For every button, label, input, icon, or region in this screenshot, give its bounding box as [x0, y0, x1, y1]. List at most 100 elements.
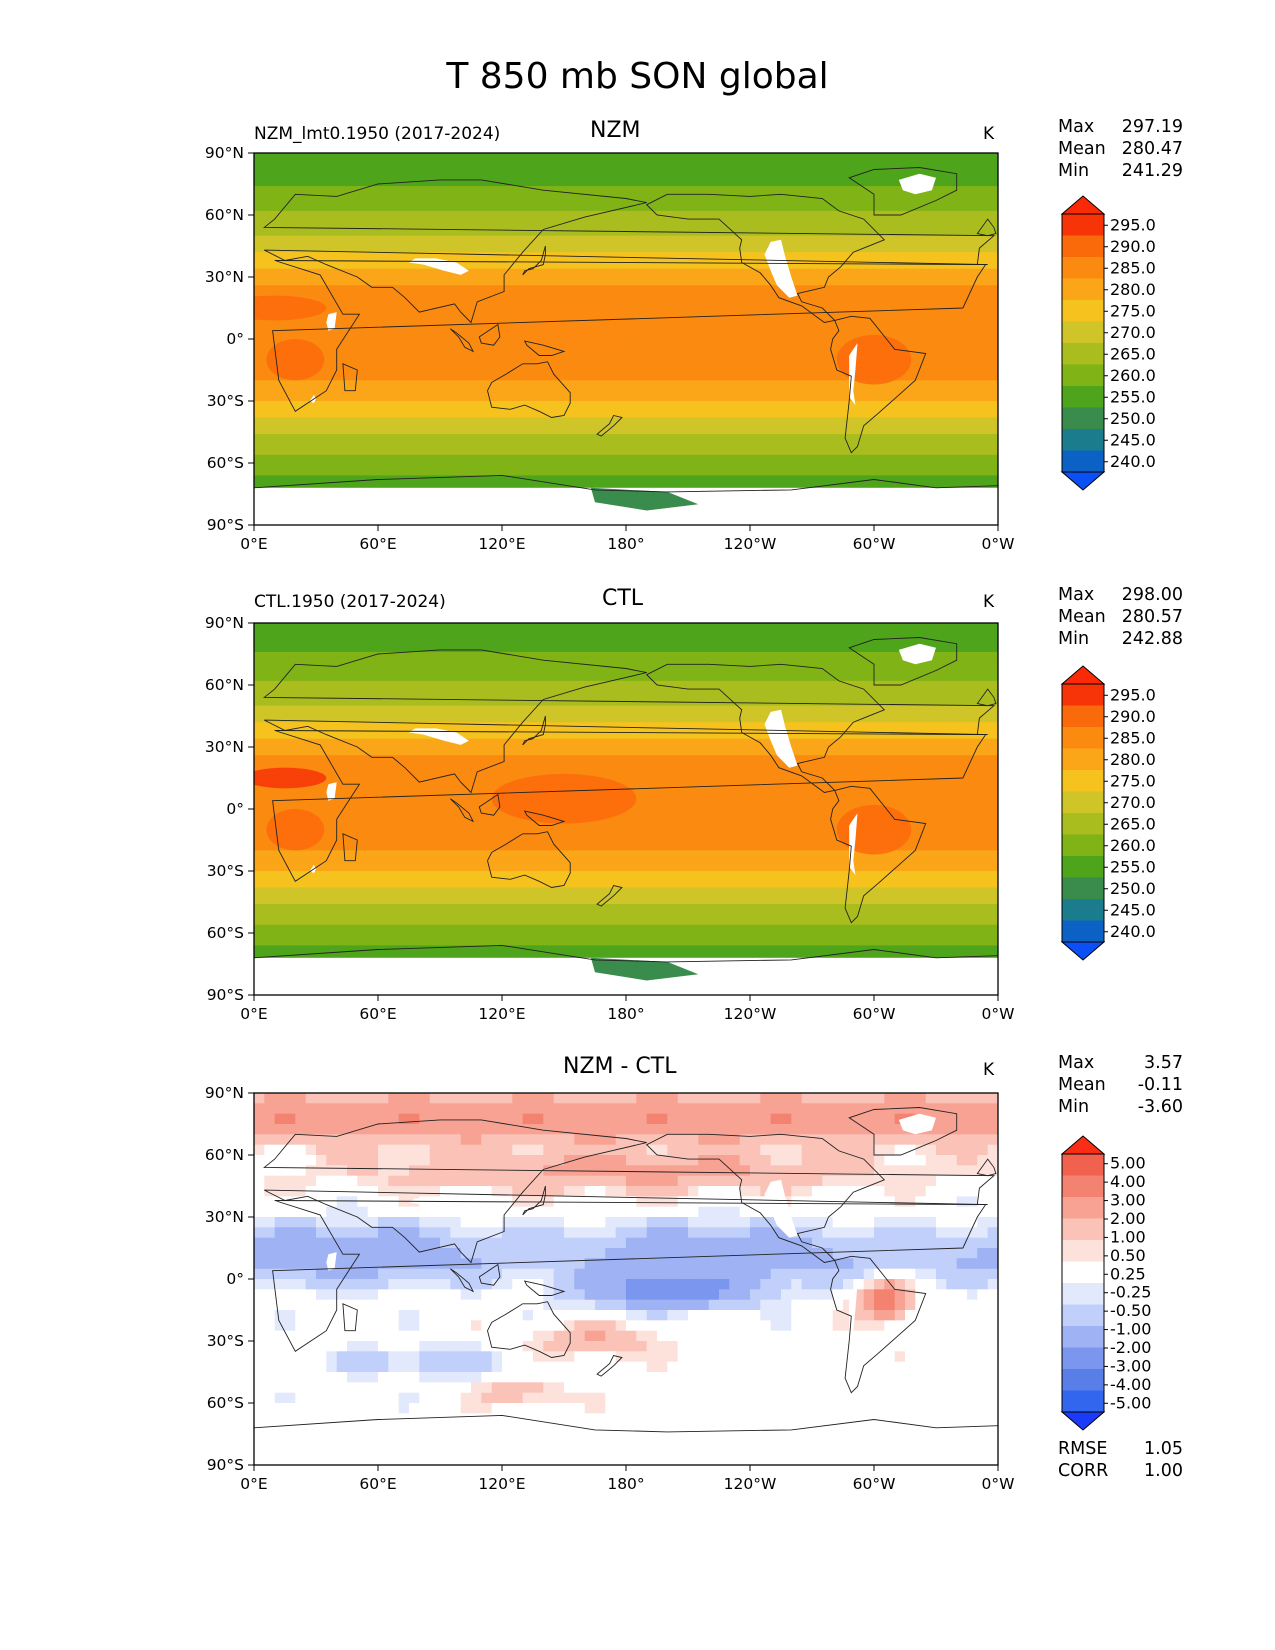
y-tick-label: 90°S — [207, 986, 244, 1004]
y-tick-label: 30°S — [207, 1332, 244, 1350]
colorbar-swatch — [1062, 1197, 1104, 1219]
coastline — [487, 361, 571, 418]
colorbar-label: -3.00 — [1110, 1356, 1151, 1375]
colorbar-swatch — [1062, 429, 1104, 451]
x-tick-label: 120°W — [724, 1475, 777, 1493]
colorbar-swatch — [1062, 684, 1104, 706]
stat-mean-label: Mean — [1058, 139, 1106, 159]
panel-2-colorbar: 295.0 290.0 285.0 280.0 275.0 270.0 265.0 260.0… — [1060, 665, 1156, 961]
colorbar-extend-min — [1060, 471, 1106, 491]
coastline — [342, 1303, 358, 1332]
stat-mean-label: Mean — [1058, 607, 1106, 627]
x-tick-label: 0°E — [240, 1475, 267, 1493]
colorbar-label: -2.00 — [1110, 1338, 1151, 1357]
stat-min-value: 241.29 — [1121, 161, 1183, 181]
colorbar-label: 285.0 — [1110, 728, 1156, 747]
colorbar-swatch — [1062, 214, 1104, 236]
x-tick-label: 180° — [607, 535, 644, 553]
coastline — [645, 1133, 886, 1263]
y-tick-label: 60°N — [205, 676, 244, 694]
colorbar-swatch — [1062, 1261, 1104, 1284]
x-tick-label: 120°W — [724, 535, 777, 553]
x-tick-label: 180° — [607, 1005, 644, 1023]
stat-min-value: -3.60 — [1137, 1097, 1183, 1117]
colorbar-label: -0.25 — [1110, 1283, 1151, 1302]
coastline — [645, 193, 886, 323]
colorbar-label: 275.0 — [1110, 301, 1156, 320]
coastline — [263, 179, 996, 324]
coastline — [848, 1107, 958, 1156]
colorbar-label: 5.00 — [1110, 1154, 1146, 1173]
no-data-mask — [849, 1283, 858, 1346]
colorbar-frame — [1061, 213, 1105, 473]
colorbar-extend-min — [1060, 941, 1106, 961]
colorbar-swatch — [1062, 300, 1104, 322]
x-tick-label: 0°W — [982, 1475, 1015, 1493]
coastline — [449, 328, 475, 353]
coastline — [342, 363, 358, 392]
x-tick-label: 0°E — [240, 1005, 267, 1023]
panel-3-map: 0°E 60°E 120°E 180° 120°W 60°W 0°W 90°N 60°N 30°N… — [205, 1084, 1015, 1493]
colorbar-label: 260.0 — [1110, 366, 1156, 385]
coastline — [449, 798, 475, 823]
coastline — [522, 715, 546, 746]
x-tick-label: 60°E — [359, 1005, 396, 1023]
no-data-mask — [849, 813, 858, 876]
corr-label: CORR — [1058, 1461, 1109, 1481]
colorbar-label: 285.0 — [1110, 258, 1156, 277]
stat-max-value: 298.00 — [1121, 585, 1183, 605]
panel-2-stats: Max 298.00 Mean 280.57 Min 242.88 — [1058, 584, 1183, 650]
coastline — [596, 1354, 623, 1377]
coastline — [976, 218, 997, 237]
colorbar-frame — [1061, 1153, 1105, 1413]
colorbar-label: 270.0 — [1110, 793, 1156, 812]
panel-2-title: CTL — [602, 586, 644, 611]
colorbar-swatch — [1062, 1283, 1104, 1305]
colorbar-swatch — [1062, 450, 1104, 473]
coastline — [449, 1268, 475, 1293]
x-tick-label: 120°E — [478, 535, 525, 553]
coastline — [848, 167, 958, 216]
colorbar-swatch — [1062, 705, 1104, 728]
colorbar-swatch — [1062, 856, 1104, 878]
colorbar-swatch — [1062, 1304, 1104, 1327]
stat-mean-value: 280.47 — [1121, 139, 1183, 159]
colorbar-label: 250.0 — [1110, 879, 1156, 898]
stat-min-label: Min — [1058, 161, 1090, 181]
colorbar-label: 260.0 — [1110, 836, 1156, 855]
y-tick-label: 0° — [226, 330, 244, 348]
stat-max-label: Max — [1058, 1053, 1095, 1073]
no-data-mask — [326, 312, 337, 331]
colorbar-swatch — [1062, 1347, 1104, 1370]
no-data-mask — [764, 1179, 798, 1238]
colorbar-label: 295.0 — [1110, 685, 1156, 704]
x-tick-label: 120°W — [724, 1005, 777, 1023]
colorbar-swatch — [1062, 727, 1104, 749]
colorbar-swatch — [1062, 235, 1104, 258]
colorbar-label: 0.25 — [1110, 1264, 1146, 1283]
panel-3-field — [254, 1093, 998, 1465]
colorbar-swatch — [1062, 407, 1104, 430]
panel-2-case-label: CTL.1950 (2017-2024) — [254, 592, 446, 612]
coastline — [478, 1263, 501, 1286]
coastline — [830, 1255, 927, 1394]
no-data-mask — [764, 239, 798, 298]
colorbar-swatch — [1062, 1218, 1104, 1241]
colorbar-extend-max — [1060, 195, 1106, 215]
x-tick-label: 60°W — [853, 1005, 896, 1023]
panel-1-field — [254, 153, 998, 525]
colorbar-swatch — [1062, 877, 1104, 900]
no-data-mask — [849, 343, 858, 406]
colorbar-swatch — [1062, 899, 1104, 921]
colorbar-swatch — [1062, 278, 1104, 301]
y-tick-label: 90°S — [207, 516, 244, 534]
corr-value: 1.00 — [1144, 1461, 1183, 1481]
coastline — [478, 323, 501, 346]
colorbar-swatch — [1062, 1240, 1104, 1262]
coastline — [263, 649, 996, 794]
coastline — [487, 1301, 571, 1358]
colorbar-swatch — [1062, 748, 1104, 771]
colorbar-swatch — [1062, 364, 1104, 387]
colorbar-extend-max — [1060, 1135, 1106, 1155]
y-tick-label: 90°N — [205, 1084, 244, 1102]
